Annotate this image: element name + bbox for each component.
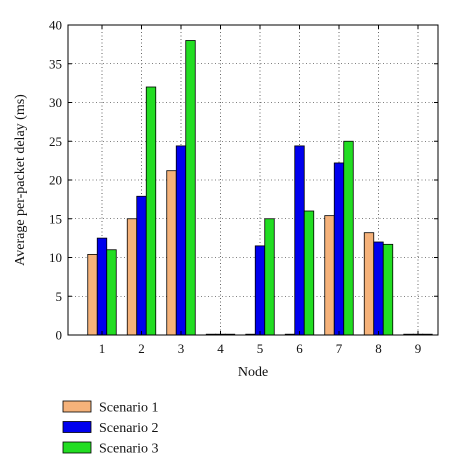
legend-label: Scenario 2 (99, 421, 158, 436)
bar-2-node-7 (333, 162, 345, 336)
y-tick-label: 25 (49, 134, 62, 149)
bar-3-node-7 (343, 140, 354, 336)
y-tick-label: 0 (56, 328, 63, 343)
y-tick-label: 15 (49, 211, 62, 226)
x-tick-label: 1 (99, 341, 106, 356)
bar-3-node-8 (382, 243, 394, 336)
bar-3-node-5 (264, 218, 275, 336)
bar-2-node-3 (175, 145, 187, 336)
bar-3-node-6 (303, 210, 315, 336)
x-tick-label: 4 (217, 341, 224, 356)
legend-swatch (62, 441, 92, 454)
bar-2-node-8 (373, 241, 384, 336)
x-tick-label: 3 (178, 341, 185, 356)
bar-2-node-6 (294, 145, 305, 336)
y-tick-labels: 0 5 10 15 20 25 30 35 40 (49, 18, 62, 343)
legend-label: Scenario 1 (99, 401, 158, 416)
y-tick-label: 5 (56, 289, 63, 304)
bar-1-node-8 (363, 232, 375, 336)
y-tick-label: 40 (49, 18, 62, 33)
y-tick-label: 30 (49, 95, 62, 110)
bar-3-node-1 (106, 249, 117, 336)
legend-label: Scenario 3 (99, 442, 158, 457)
legend-swatch (62, 400, 92, 413)
axis-ticks (68, 24, 438, 336)
bar-2-node-5 (254, 245, 266, 336)
bar-1-node-1 (87, 253, 98, 336)
bar-1-node-7 (324, 215, 335, 336)
x-tick-label: 8 (375, 341, 382, 356)
x-tick-label: 9 (415, 341, 422, 356)
bar-2-node-1 (96, 237, 108, 336)
bar-3-node-3 (185, 40, 196, 336)
bars (87, 40, 433, 336)
y-axis-title: Average per-packet delay (ms) (13, 94, 28, 266)
x-tick-label: 2 (138, 341, 145, 356)
x-axis-title: Node (238, 365, 268, 380)
legend: Scenario 1 Scenario 2 Scenario 3 (62, 400, 158, 457)
bar-3-node-2 (145, 86, 157, 336)
x-tick-label: 6 (296, 341, 303, 356)
x-tick-labels: 1 2 3 4 5 6 7 8 9 (99, 341, 422, 356)
y-tick-label: 35 (49, 56, 62, 71)
bar-1-node-2 (126, 218, 138, 336)
y-tick-label: 20 (49, 173, 62, 188)
y-tick-label: 10 (49, 250, 62, 265)
x-tick-label: 7 (336, 341, 343, 356)
bar-2-node-2 (136, 195, 147, 336)
bar-1-node-3 (166, 170, 177, 336)
legend-swatch (62, 421, 92, 433)
x-tick-label: 5 (257, 341, 264, 356)
